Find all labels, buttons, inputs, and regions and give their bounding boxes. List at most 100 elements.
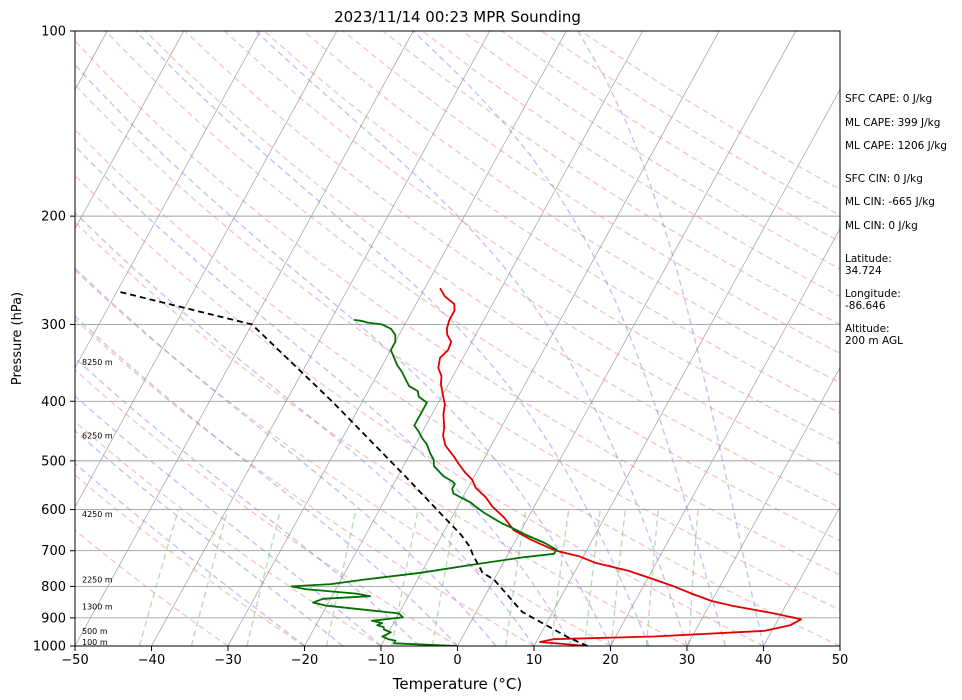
moist-adiabat-line	[255, 31, 688, 646]
dry-adiabat-line	[75, 128, 840, 646]
x-tick-label: 0	[453, 653, 461, 668]
y-tick-label: 700	[41, 544, 66, 559]
x-tick-label: −20	[291, 653, 318, 668]
x-tick-label: −10	[367, 653, 394, 668]
info-line: ML CAPE: 1206 J/kg	[845, 140, 947, 152]
chart-title: 2023/11/14 00:23 MPR Sounding	[334, 8, 581, 26]
height-label: 1300 m	[82, 602, 113, 611]
isotherm-line	[75, 31, 261, 369]
dry-adiabat-line	[104, 31, 840, 542]
y-tick-label: 500	[41, 454, 66, 469]
info-line: SFC CAPE: 0 J/kg	[845, 93, 932, 105]
info-line: ML CAPE: 399 J/kg	[845, 117, 940, 129]
dry-adiabat-line	[75, 368, 458, 646]
dry-adiabat-line	[75, 221, 688, 646]
isotherm-line	[686, 366, 840, 646]
isotherm-line	[75, 31, 414, 646]
moist-adiabat-line	[75, 63, 612, 646]
height-label: 6250 m	[82, 432, 113, 441]
x-tick-label: 30	[679, 653, 696, 668]
height-label: 8250 m	[82, 358, 113, 367]
isotherm-line	[151, 31, 491, 646]
x-tick-label: −50	[61, 653, 88, 668]
moist-adiabat-line	[75, 315, 459, 646]
dry-adiabat-line	[75, 529, 229, 646]
mixing-ratio-line	[138, 509, 179, 646]
moist-adiabat-line	[75, 144, 573, 646]
x-tick-label: 40	[755, 653, 772, 668]
dry-adiabat-line	[75, 83, 840, 611]
moist-adiabat-line	[75, 267, 497, 646]
dry-adiabat-line	[75, 39, 840, 576]
y-tick-label: 800	[41, 580, 66, 595]
profile-series-0	[437, 287, 802, 646]
moist-adiabat-line	[75, 357, 420, 646]
moist-adiabat-line	[577, 31, 765, 646]
height-label: 500 m	[82, 627, 108, 636]
y-tick-label: 1000	[33, 640, 66, 655]
y-axis-title: Pressure (hPa)	[10, 292, 25, 385]
x-tick-label: −30	[214, 653, 241, 668]
mixing-ratio-line	[391, 509, 419, 646]
dry-adiabat-line	[223, 31, 840, 445]
height-labels: 100 m 500 m 1300 m 2250 m 4250 m 6250 m 8250 m	[82, 358, 113, 647]
moist-adiabat-line	[75, 462, 305, 646]
isotherm-line	[227, 31, 567, 646]
info-line: 200 m AGL	[845, 335, 903, 347]
moist-adiabat-line	[75, 211, 535, 646]
isotherm-line	[380, 31, 720, 646]
isotherm-line	[457, 31, 797, 646]
isotherm-line	[75, 31, 185, 230]
y-tick-label: 900	[41, 611, 66, 626]
info-line: ML CIN: -665 J/kg	[845, 196, 935, 208]
mixing-ratio-line	[610, 509, 626, 646]
info-line: ML CIN: 0 J/kg	[845, 220, 918, 232]
dry-adiabat-line	[263, 31, 840, 414]
x-tick-label: 50	[832, 653, 849, 668]
x-tick-label: 10	[526, 653, 543, 668]
isotherm-line	[763, 506, 840, 646]
mixing-ratio-line	[246, 509, 282, 646]
profile-series-1	[290, 319, 558, 646]
x-axis: −50 −40 −30 −20 −10 0 10 20 30 40 50	[61, 646, 848, 668]
x-axis-title: Temperature (°C)	[392, 675, 522, 693]
isotherm-line	[304, 31, 644, 646]
info-line: Latitude:	[845, 253, 892, 265]
mixing-ratio-line	[190, 509, 229, 646]
isotherm-line	[533, 88, 840, 646]
y-axis: 1000 900 800 700 600 500 400 300 200 100	[33, 25, 75, 655]
y-tick-label: 300	[41, 318, 66, 333]
profile-series-2	[116, 290, 588, 646]
dry-adiabat-line	[75, 318, 535, 646]
dry-adiabat-line	[144, 31, 840, 509]
moist-adiabat-line	[412, 31, 726, 646]
isotherm-line	[610, 227, 840, 646]
dry-adiabat-line	[342, 31, 840, 355]
isobar-lines	[75, 31, 840, 646]
y-tick-label: 100	[41, 25, 66, 40]
plot-frame	[74, 30, 841, 647]
y-tick-label: 600	[41, 503, 66, 518]
y-tick-label: 400	[41, 395, 66, 410]
info-line: Longitude:	[845, 288, 901, 300]
x-tick-label: 20	[602, 653, 619, 668]
y-tick-label: 200	[41, 210, 66, 225]
profile-lines	[116, 287, 802, 646]
height-label: 2250 m	[82, 576, 113, 585]
x-tick-label: −40	[138, 653, 165, 668]
info-line: Altitude:	[845, 323, 890, 335]
info-line: 34.724	[845, 265, 882, 277]
background-lines	[75, 31, 840, 646]
dry-adiabat-line	[382, 31, 840, 326]
moist-adiabat-line	[75, 395, 382, 646]
height-label: 4250 m	[82, 510, 113, 519]
plot-area	[75, 31, 840, 646]
info-line: -86.646	[845, 300, 886, 312]
height-label: 100 m	[82, 638, 108, 647]
dry-adiabat-line	[422, 31, 840, 298]
dry-adiabat-line	[75, 174, 764, 646]
info-line: SFC CIN: 0 J/kg	[845, 173, 923, 185]
sounding-info-panel: SFC CAPE: 0 J/kg ML CAPE: 399 J/kg ML CAPE…	[845, 93, 947, 347]
isotherm-line	[75, 31, 338, 508]
